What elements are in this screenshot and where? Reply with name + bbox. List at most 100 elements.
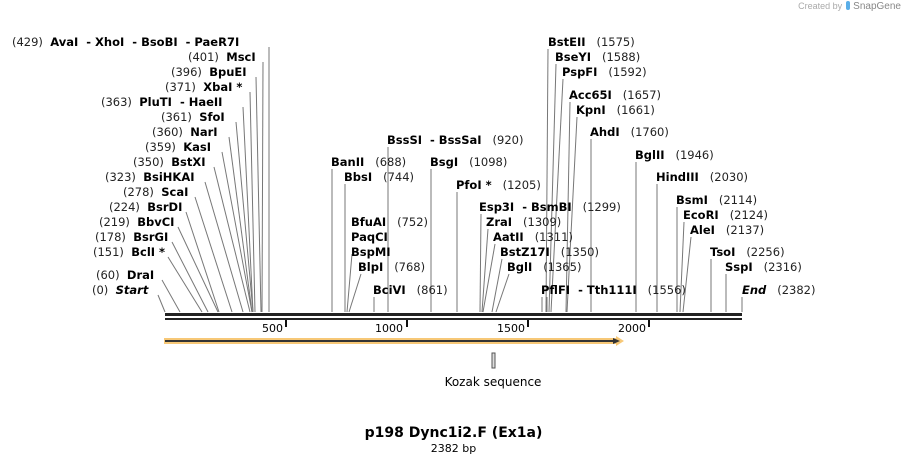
enzyme-name: PaqCI bbox=[351, 230, 388, 244]
enzyme-name: BsrDI bbox=[147, 200, 183, 214]
enzyme-name: TsoI bbox=[710, 245, 736, 259]
enzyme-site-label[interactable]: (178) BsrGI bbox=[95, 230, 168, 244]
enzyme-name: KpnI bbox=[576, 103, 606, 117]
enzyme-site-label[interactable]: Acc65I (1657) bbox=[569, 88, 661, 102]
enzyme-site-label[interactable]: BssSI - BssSaI (920) bbox=[387, 133, 523, 147]
enzyme-site-label[interactable]: SspI (2316) bbox=[725, 260, 802, 274]
enzyme-site-label[interactable]: (429) AvaI - XhoI - BsoBI - PaeR7I bbox=[12, 35, 239, 49]
site-position: (861) bbox=[416, 283, 448, 297]
enzyme-site-label[interactable]: (350) BstXI bbox=[133, 155, 206, 169]
enzyme-site-label[interactable]: AhdI (1760) bbox=[590, 125, 669, 139]
enzyme-site-label[interactable]: (371) XbaI * bbox=[165, 80, 242, 94]
enzyme-site-label[interactable]: BanII (688) bbox=[331, 155, 406, 169]
site-position: (752) bbox=[397, 215, 429, 229]
site-position: (361) bbox=[161, 110, 192, 124]
site-position: (2137) bbox=[725, 223, 765, 237]
enzyme-name: BsrGI bbox=[133, 230, 169, 244]
site-position: (401) bbox=[188, 50, 219, 64]
enzyme-site-label[interactable]: (151) BclI * bbox=[93, 245, 165, 259]
enzyme-name: Start bbox=[115, 283, 149, 297]
enzyme-name: ScaI bbox=[161, 185, 189, 199]
enzyme-site-label[interactable]: (360) NarI bbox=[152, 125, 218, 139]
site-position: (1098) bbox=[469, 155, 508, 169]
enzyme-name: BbsI bbox=[344, 170, 373, 184]
enzyme-site-label[interactable]: (60) DraI bbox=[96, 268, 154, 282]
enzyme-site-label[interactable]: BseYI (1588) bbox=[555, 50, 640, 64]
site-position: (0) bbox=[92, 283, 109, 297]
enzyme-site-label[interactable]: BsmI (2114) bbox=[676, 193, 757, 207]
enzyme-site-label[interactable]: BstZ17I (1350) bbox=[500, 245, 599, 259]
site-position: (1365) bbox=[543, 260, 582, 274]
enzyme-name: ZraI bbox=[486, 215, 513, 229]
enzyme-site-label[interactable]: PfoI * (1205) bbox=[456, 178, 541, 192]
enzyme-site-label[interactable]: PaqCI bbox=[351, 230, 388, 244]
enzyme-name: BciVI bbox=[373, 283, 406, 297]
enzyme-site-label[interactable]: (0) Start bbox=[92, 283, 148, 297]
enzyme-site-label[interactable]: BspMI bbox=[351, 245, 391, 259]
site-position: (1661) bbox=[616, 103, 655, 117]
site-position: (224) bbox=[109, 200, 140, 214]
credit-prefix: Created by bbox=[798, 1, 843, 11]
enzyme-site-label[interactable]: (359) KasI bbox=[145, 140, 211, 154]
site-position: (1588) bbox=[602, 50, 641, 64]
site-position: (1205) bbox=[502, 178, 541, 192]
site-position: (278) bbox=[123, 185, 154, 199]
enzyme-name: BsmI bbox=[676, 193, 708, 207]
enzyme-site-label[interactable]: BstEII (1575) bbox=[548, 35, 635, 49]
enzyme-site-label[interactable]: End (2382) bbox=[742, 283, 816, 297]
enzyme-site-label[interactable]: (361) SfoI bbox=[161, 110, 225, 124]
kozak-marker[interactable] bbox=[491, 352, 496, 369]
enzyme-site-label[interactable]: (278) ScaI bbox=[123, 185, 188, 199]
ruler-ticks bbox=[285, 320, 650, 327]
orf-feature-arrow[interactable] bbox=[164, 336, 624, 346]
enzyme-site-label[interactable]: (396) BpuEI bbox=[171, 65, 247, 79]
enzyme-name: BglI bbox=[507, 260, 533, 274]
site-position: (920) bbox=[492, 133, 524, 147]
enzyme-site-label[interactable]: KpnI (1661) bbox=[576, 103, 655, 117]
site-position: (2124) bbox=[729, 208, 768, 222]
enzyme-site-label[interactable]: Esp3I - BsmBI (1299) bbox=[479, 200, 621, 214]
ruler-label-2000: 2000 bbox=[618, 322, 646, 335]
map-length: 2382 bp bbox=[430, 442, 477, 455]
enzyme-site-label[interactable]: BbsI (744) bbox=[344, 170, 414, 184]
site-position: (1760) bbox=[630, 125, 669, 139]
enzyme-site-label[interactable]: EcoRI (2124) bbox=[683, 208, 768, 222]
enzyme-site-label[interactable]: (363) PluTI - HaeII bbox=[101, 95, 222, 109]
enzyme-name: SspI bbox=[725, 260, 753, 274]
enzyme-name: BseYI bbox=[555, 50, 592, 64]
enzyme-site-label[interactable]: BfuAI (752) bbox=[351, 215, 428, 229]
enzyme-site-label[interactable]: ZraI (1309) bbox=[486, 215, 561, 229]
enzyme-site-label[interactable]: (224) BsrDI bbox=[109, 200, 182, 214]
enzyme-name: KasI bbox=[183, 140, 212, 154]
enzyme-site-label[interactable]: AleI (2137) bbox=[690, 223, 764, 237]
enzyme-site-label[interactable]: (323) BsiHKAI bbox=[105, 170, 195, 184]
enzyme-name: BsgI bbox=[430, 155, 459, 169]
enzyme-site-label[interactable]: HindIII (2030) bbox=[656, 170, 748, 184]
enzyme-site-label[interactable]: BglII (1946) bbox=[635, 148, 714, 162]
enzyme-site-label[interactable]: PspFI (1592) bbox=[562, 65, 647, 79]
enzyme-site-label[interactable]: PflFI - Tth111I (1556) bbox=[541, 283, 686, 297]
enzyme-name: DraI bbox=[126, 268, 155, 282]
site-leader-lines bbox=[157, 47, 743, 313]
ruler-label-1000: 1000 bbox=[375, 322, 403, 335]
site-position: (1556) bbox=[647, 283, 686, 297]
enzyme-name: PluTI - HaeII bbox=[139, 95, 223, 109]
enzyme-site-label[interactable]: (219) BbvCI bbox=[99, 215, 174, 229]
site-position: (1350) bbox=[560, 245, 599, 259]
enzyme-name: BbvCI bbox=[137, 215, 175, 229]
enzyme-site-label[interactable]: TsoI (2256) bbox=[710, 245, 785, 259]
enzyme-site-label[interactable]: BciVI (861) bbox=[373, 283, 448, 297]
enzyme-name: BsiHKAI bbox=[143, 170, 195, 184]
snapgene-credit[interactable]: Created by SnapGene bbox=[798, 1, 901, 12]
enzyme-site-label[interactable]: BglI (1365) bbox=[507, 260, 581, 274]
enzyme-site-label[interactable]: (401) MscI bbox=[188, 50, 256, 64]
site-position: (359) bbox=[145, 140, 176, 154]
site-position: (323) bbox=[105, 170, 136, 184]
site-position: (2382) bbox=[777, 283, 816, 297]
enzyme-site-label[interactable]: AatII (1311) bbox=[493, 230, 573, 244]
enzyme-name: BfuAI bbox=[351, 215, 387, 229]
enzyme-site-label[interactable]: BsgI (1098) bbox=[430, 155, 507, 169]
enzyme-name: BanII bbox=[331, 155, 365, 169]
enzyme-site-label[interactable]: BlpI (768) bbox=[358, 260, 425, 274]
